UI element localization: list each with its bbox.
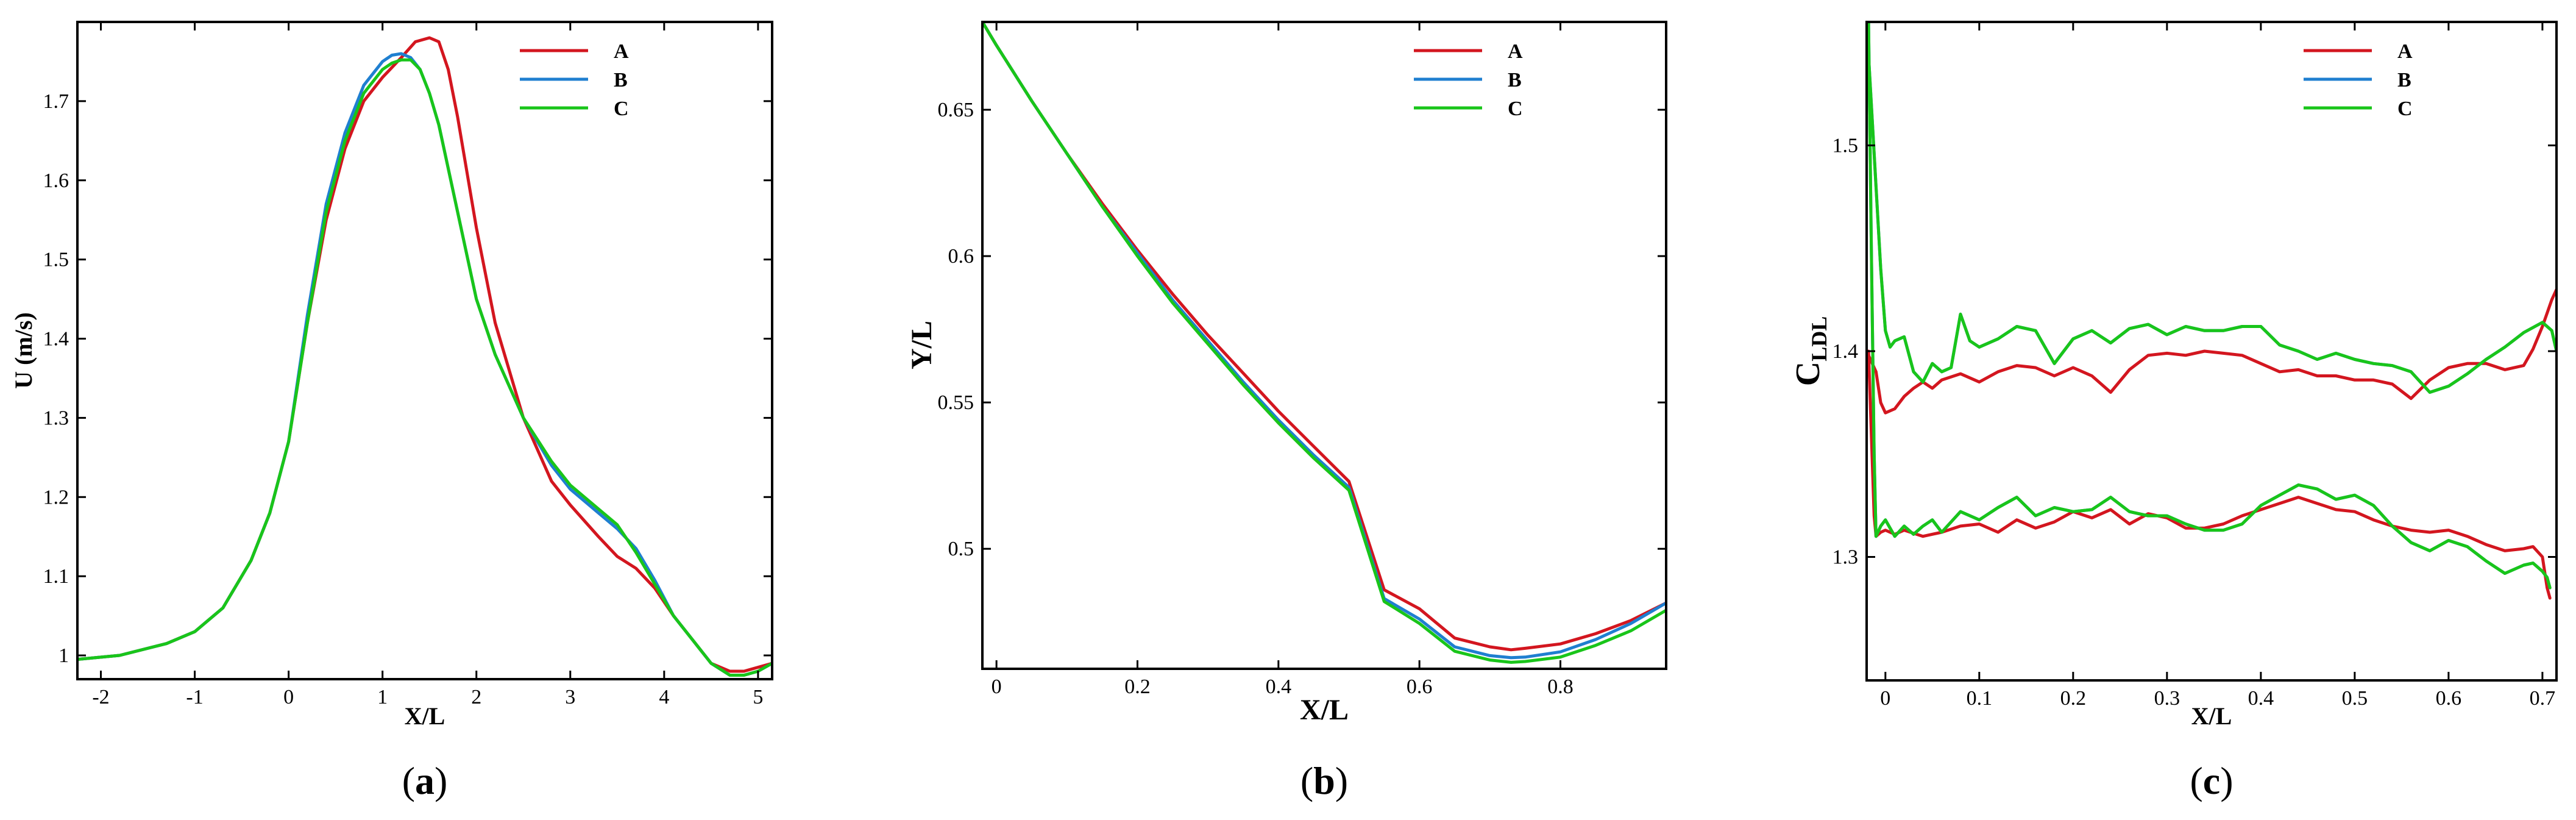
panel-a-x-tick-label: 2 xyxy=(471,686,481,708)
panel-c-series-c-lower xyxy=(1867,22,2552,590)
panel-c-y-tick-label: 1.4 xyxy=(1833,340,1859,363)
panel-c-x-ticks: 0 0.1 0.2 0.3 0.4 0.5 0.6 0.7 xyxy=(1880,22,2555,710)
panel-a-series-a xyxy=(77,36,772,673)
panel-c-series-b xyxy=(1867,22,2556,394)
panel-a-y-tick-label: 1.4 xyxy=(43,328,69,351)
panel-a-series-b xyxy=(77,52,772,677)
panel-b: 0 0.2 0.4 0.6 0.8 0.5 0.55 0.6 0.65 X/L Y/L ABC… xyxy=(906,21,1667,802)
panel-b-series-c xyxy=(982,22,1666,664)
panel-b-y-axis-label: Y/L xyxy=(906,321,938,369)
panel-c-x-tick-label: 0.1 xyxy=(1967,687,1993,710)
panel-c-series-b-lower xyxy=(1867,22,2552,590)
panel-c-x-tick-label: 0 xyxy=(1880,687,1890,710)
panel-c-x-axis-label: X/L xyxy=(2191,702,2232,730)
panel-b-x-axis-label: X/L xyxy=(1300,694,1349,726)
panel-a-lines xyxy=(77,36,772,677)
panel-b-x-tick-label: 0.4 xyxy=(1266,676,1292,698)
panel-a-y-tick-label: 1.2 xyxy=(43,486,69,508)
panel-b-y-tick-label: 0.55 xyxy=(938,391,974,414)
panel-b-lines xyxy=(982,22,1666,664)
panel-a-y-axis-label: U (m/s) xyxy=(10,312,37,389)
panel-b-caption: (b) xyxy=(1300,759,1348,802)
panel-a-caption: (a) xyxy=(402,759,448,802)
panel-b-y-ticks: 0.5 0.55 0.6 0.65 xyxy=(938,99,1666,560)
panel-c-lines xyxy=(1867,22,2556,600)
panel-b-legend-label-b: B xyxy=(1508,69,1522,91)
panel-c-legend-label-a: A xyxy=(2397,40,2413,63)
panel-a-y-tick-label: 1.1 xyxy=(43,565,69,588)
panel-a-legend-label-c: C xyxy=(614,98,629,120)
panel-c-x-tick-label: 0.7 xyxy=(2530,687,2556,710)
panel-b-x-tick-label: 0.8 xyxy=(1547,676,1574,698)
panel-b-x-ticks: 0 0.2 0.4 0.6 0.8 xyxy=(992,22,1574,698)
panel-a-x-tick-label: 5 xyxy=(753,686,763,708)
panel-a-x-tick-label: -1 xyxy=(186,686,203,708)
panel-a-y-tick-label: 1.5 xyxy=(43,249,69,271)
panel-b-legend-label-c: C xyxy=(1508,98,1523,120)
panel-b-x-tick-label: 0.6 xyxy=(1407,676,1433,698)
panel-a-x-tick-label: 1 xyxy=(377,686,388,708)
panel-a-x-ticks: -2 -1 0 1 2 3 4 5 xyxy=(92,22,763,708)
panel-b-legend: ABC xyxy=(1414,40,1523,120)
panel-c-x-tick-label: 0.5 xyxy=(2342,687,2368,710)
panel-c-x-tick-label: 0.2 xyxy=(2060,687,2087,710)
panel-a-x-tick-label: -2 xyxy=(92,686,109,708)
panel-a-legend-label-b: B xyxy=(614,69,628,91)
panel-a-legend: ABC xyxy=(520,40,629,120)
panel-a-series-c xyxy=(77,58,772,677)
panel-a-x-tick-label: 3 xyxy=(565,686,575,708)
panel-c-x-tick-label: 0.3 xyxy=(2154,687,2180,710)
panel-c-y-axis-label: CLDL xyxy=(1789,316,1831,386)
panel-b-x-tick-label: 0.2 xyxy=(1124,676,1151,698)
panel-a-y-ticks: 1 1.1 1.2 1.3 1.4 1.5 1.6 1.7 xyxy=(43,90,772,667)
panel-c-y-tick-label: 1.3 xyxy=(1833,546,1859,569)
panel-a-legend-label-a: A xyxy=(614,40,629,63)
panel-b-y-tick-label: 0.65 xyxy=(938,99,974,121)
panel-c-y-axis-label-sub: LDL xyxy=(1807,316,1831,362)
panel-a-x-axis-label: X/L xyxy=(405,702,445,730)
panel-b-series-b xyxy=(982,22,1666,660)
panel-c-series-a xyxy=(1867,288,2556,415)
panel-c: 0 0.1 0.2 0.3 0.4 0.5 0.6 0.7 1.31.41.5 X/L CLD… xyxy=(1789,21,2558,802)
panel-b-x-tick-label: 0 xyxy=(992,676,1002,698)
panel-c-legend: ABC xyxy=(2304,40,2413,120)
panel-a-y-tick-label: 1.3 xyxy=(43,407,69,429)
panel-c-series-c xyxy=(1867,22,2556,394)
panel-c-legend-label-c: C xyxy=(2397,98,2413,120)
panel-c-caption: (c) xyxy=(2190,759,2233,802)
panel-a-y-tick-label: 1.7 xyxy=(43,90,69,113)
panel-a-y-tick-label: 1.6 xyxy=(43,169,69,192)
panel-b-y-tick-label: 0.6 xyxy=(948,245,974,268)
panel-c-y-tick-label: 1.5 xyxy=(1833,135,1859,157)
panel-a-x-tick-label: 4 xyxy=(659,686,669,708)
panel-c-legend-label-b: B xyxy=(2397,69,2411,91)
panel-b-legend-label-a: A xyxy=(1508,40,1523,63)
panel-a-plot-frame xyxy=(76,21,773,680)
panel-b-plot-frame xyxy=(981,21,1667,670)
panel-a: -2 -1 0 1 2 3 4 5 1 1.1 1.2 1.3 1.4 1.5 1.6 1.7 X/L U … xyxy=(10,21,773,802)
panel-a-y-tick-label: 1 xyxy=(59,644,69,667)
panel-c-y-ticks: 1.3 1.4 1.5 xyxy=(1833,135,2556,569)
panel-a-x-tick-label: 0 xyxy=(283,686,294,708)
panel-c-x-tick-label: 0.4 xyxy=(2248,687,2274,710)
panel-b-series-a xyxy=(982,22,1666,652)
panel-c-y-axis-label-main: C xyxy=(1789,362,1827,386)
panel-b-y-tick-label: 0.5 xyxy=(948,538,974,560)
panel-c-x-tick-label: 0.6 xyxy=(2436,687,2462,710)
panel-c-series-a-lower xyxy=(1867,349,2552,600)
